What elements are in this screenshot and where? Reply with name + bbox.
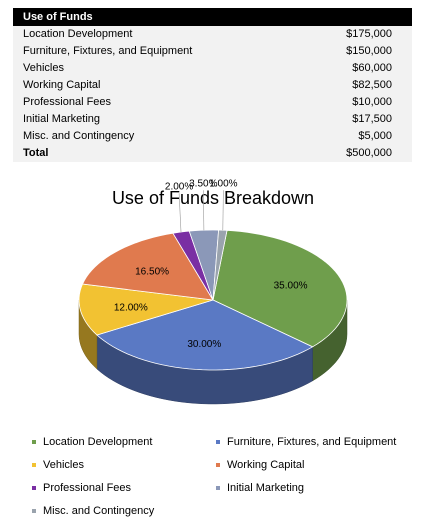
use-of-funds-table: Use of Funds Location Development $175,00…	[13, 8, 412, 162]
pie-slice	[78, 283, 214, 336]
table-header: Use of Funds	[13, 8, 412, 26]
legend-swatch	[32, 463, 36, 468]
legend-label: Working Capital	[227, 459, 305, 471]
legend-label: Location Development	[43, 436, 153, 448]
pie-leader-line	[178, 193, 182, 233]
total-row: Total $500,000	[13, 145, 412, 162]
legend-label: Vehicles	[43, 459, 84, 471]
legend-swatch	[216, 463, 220, 468]
total-amount: $500,000	[346, 147, 392, 159]
legend-swatch	[32, 486, 36, 491]
legend-item: Location Development	[32, 436, 152, 448]
pie-data-label: 16.50%	[135, 267, 169, 278]
row-label: Working Capital	[23, 79, 101, 91]
row-label: Initial Marketing	[23, 113, 101, 125]
table-row: Working Capital $82,500	[13, 77, 412, 94]
legend-label: Initial Marketing	[227, 482, 305, 494]
row-label: Professional Fees	[23, 96, 112, 108]
legend-item: Professional Fees	[32, 482, 131, 494]
row-amount: $5,000	[358, 130, 392, 142]
row-amount: $150,000	[346, 45, 392, 57]
pie-data-label: 3.50%	[189, 178, 217, 189]
legend-item: Misc. and Contingency	[32, 505, 154, 517]
pie-data-label: 1.00%	[209, 178, 237, 189]
legend-item: Vehicles	[32, 459, 84, 471]
row-amount: $175,000	[346, 28, 392, 40]
table-row: Professional Fees $10,000	[13, 94, 412, 111]
table-row: Vehicles $60,000	[13, 60, 412, 77]
legend-swatch	[32, 440, 36, 445]
table-row: Location Development $175,000	[13, 26, 412, 43]
legend-swatch	[32, 509, 36, 514]
row-label: Vehicles	[23, 62, 64, 74]
pie-data-label: 2.00%	[165, 181, 193, 192]
legend-swatch	[216, 486, 220, 491]
row-amount: $10,000	[352, 96, 392, 108]
table-row: Misc. and Contingency $5,000	[13, 128, 412, 145]
pie-data-label: 30.00%	[187, 339, 221, 350]
legend-swatch	[216, 440, 220, 445]
legend-label: Professional Fees	[43, 482, 132, 494]
pie-data-label: 35.00%	[274, 280, 308, 291]
pie-leader-line	[222, 190, 224, 231]
row-amount: $82,500	[352, 79, 392, 91]
pie-slice	[96, 299, 314, 371]
pie-data-label: 12.00%	[114, 302, 148, 313]
row-label: Misc. and Contingency	[23, 130, 135, 142]
legend-item: Furniture, Fixtures, and Equipment	[216, 436, 396, 448]
legend-label: Furniture, Fixtures, and Equipment	[227, 436, 397, 448]
legend-item: Working Capital	[216, 459, 304, 471]
pie-slice	[212, 229, 348, 348]
table-row: Initial Marketing $17,500	[13, 111, 412, 128]
legend-item: Initial Marketing	[216, 482, 304, 494]
row-label: Location Development	[23, 28, 133, 40]
table-row: Furniture, Fixtures, and Equipment $150,0…	[13, 43, 412, 60]
chart-title: Use of Funds Breakdown	[111, 188, 315, 208]
row-amount: $17,500	[352, 113, 392, 125]
row-label: Furniture, Fixtures, and Equipment	[23, 45, 193, 57]
pie-slice	[81, 232, 214, 301]
row-amount: $60,000	[352, 62, 392, 74]
legend-label: Misc. and Contingency	[43, 505, 155, 517]
pie-leader-line	[203, 190, 205, 231]
total-label: Total	[23, 147, 49, 159]
